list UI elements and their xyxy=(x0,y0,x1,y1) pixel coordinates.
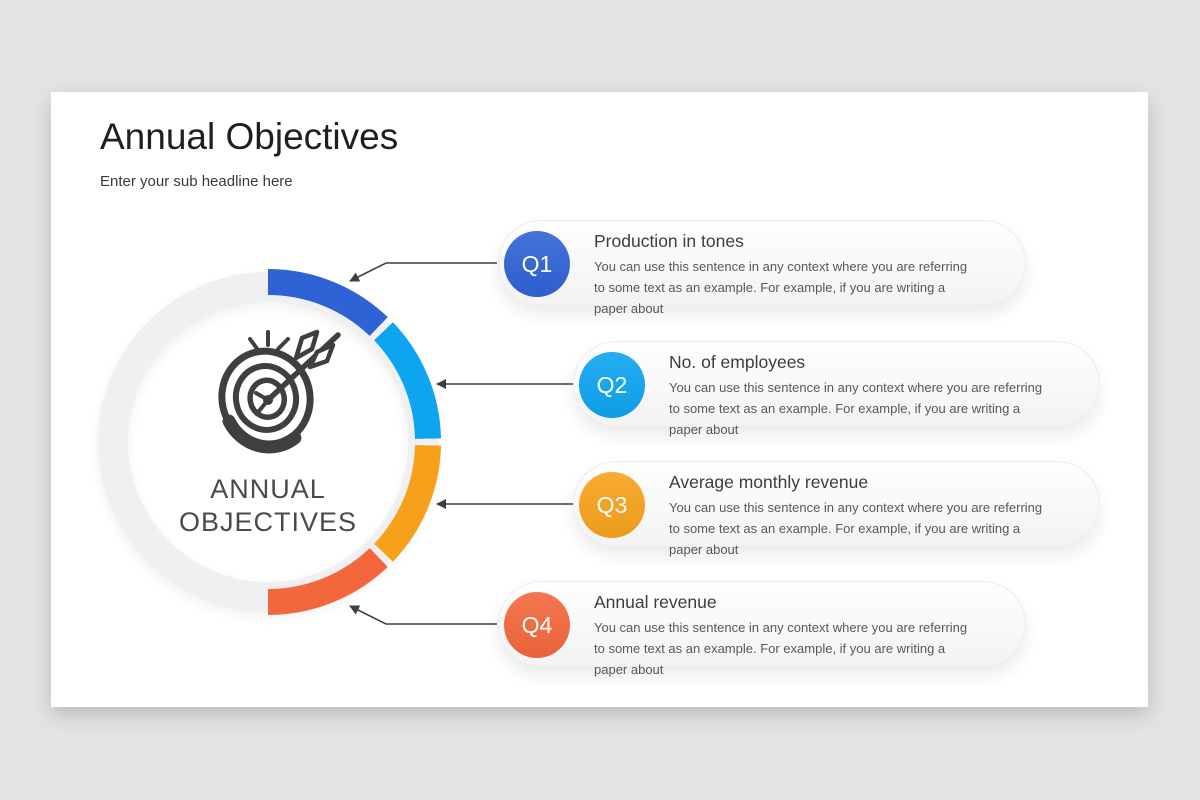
arc-q2 xyxy=(373,322,441,440)
card-title-q2: No. of employees xyxy=(669,352,806,372)
card-body-q4: You can use this sentence in any context… xyxy=(594,620,968,677)
card-body-q1: You can use this sentence in any context… xyxy=(594,259,968,316)
card-body-q3: You can use this sentence in any context… xyxy=(669,500,1043,557)
hub-label-line1: ANNUAL xyxy=(210,474,326,504)
connector-q4 xyxy=(349,605,497,625)
badge-q4-label: Q4 xyxy=(521,611,553,638)
objective-card-q4: Q4 Annual revenue You can use this sente… xyxy=(498,581,1026,677)
page-subtitle: Enter your sub headline here xyxy=(100,173,293,190)
badge-q2: Q2 xyxy=(579,352,645,418)
hub-label: ANNUAL OBJECTIVES xyxy=(118,473,418,539)
hub-label-line2: OBJECTIVES xyxy=(178,507,358,537)
badge-q4: Q4 xyxy=(504,592,570,658)
connector-q1 xyxy=(349,262,497,282)
page-title: Annual Objectives xyxy=(100,116,399,157)
arc-q4 xyxy=(267,547,388,615)
badge-q3-label: Q3 xyxy=(596,491,628,518)
card-title-q3: Average monthly revenue xyxy=(669,472,869,492)
badge-q1-label: Q1 xyxy=(521,250,553,277)
objective-card-q2: Q2 No. of employees You can use this sen… xyxy=(573,341,1100,437)
objective-card-q3: Q3 Average monthly revenue You can use t… xyxy=(573,461,1100,557)
badge-q2-label: Q2 xyxy=(596,371,628,398)
arc-q1 xyxy=(267,269,388,337)
badge-q1: Q1 xyxy=(504,231,570,297)
card-title-q4: Annual revenue xyxy=(594,592,717,612)
objective-card-q1: Q1 Production in tones You can use this … xyxy=(498,220,1026,316)
target-arrow-icon xyxy=(200,325,350,455)
badge-q3: Q3 xyxy=(579,472,645,538)
card-title-q1: Production in tones xyxy=(594,231,744,251)
card-body-q2: You can use this sentence in any context… xyxy=(669,380,1043,437)
slide: Annual Objectives Enter your sub headlin… xyxy=(51,92,1148,707)
